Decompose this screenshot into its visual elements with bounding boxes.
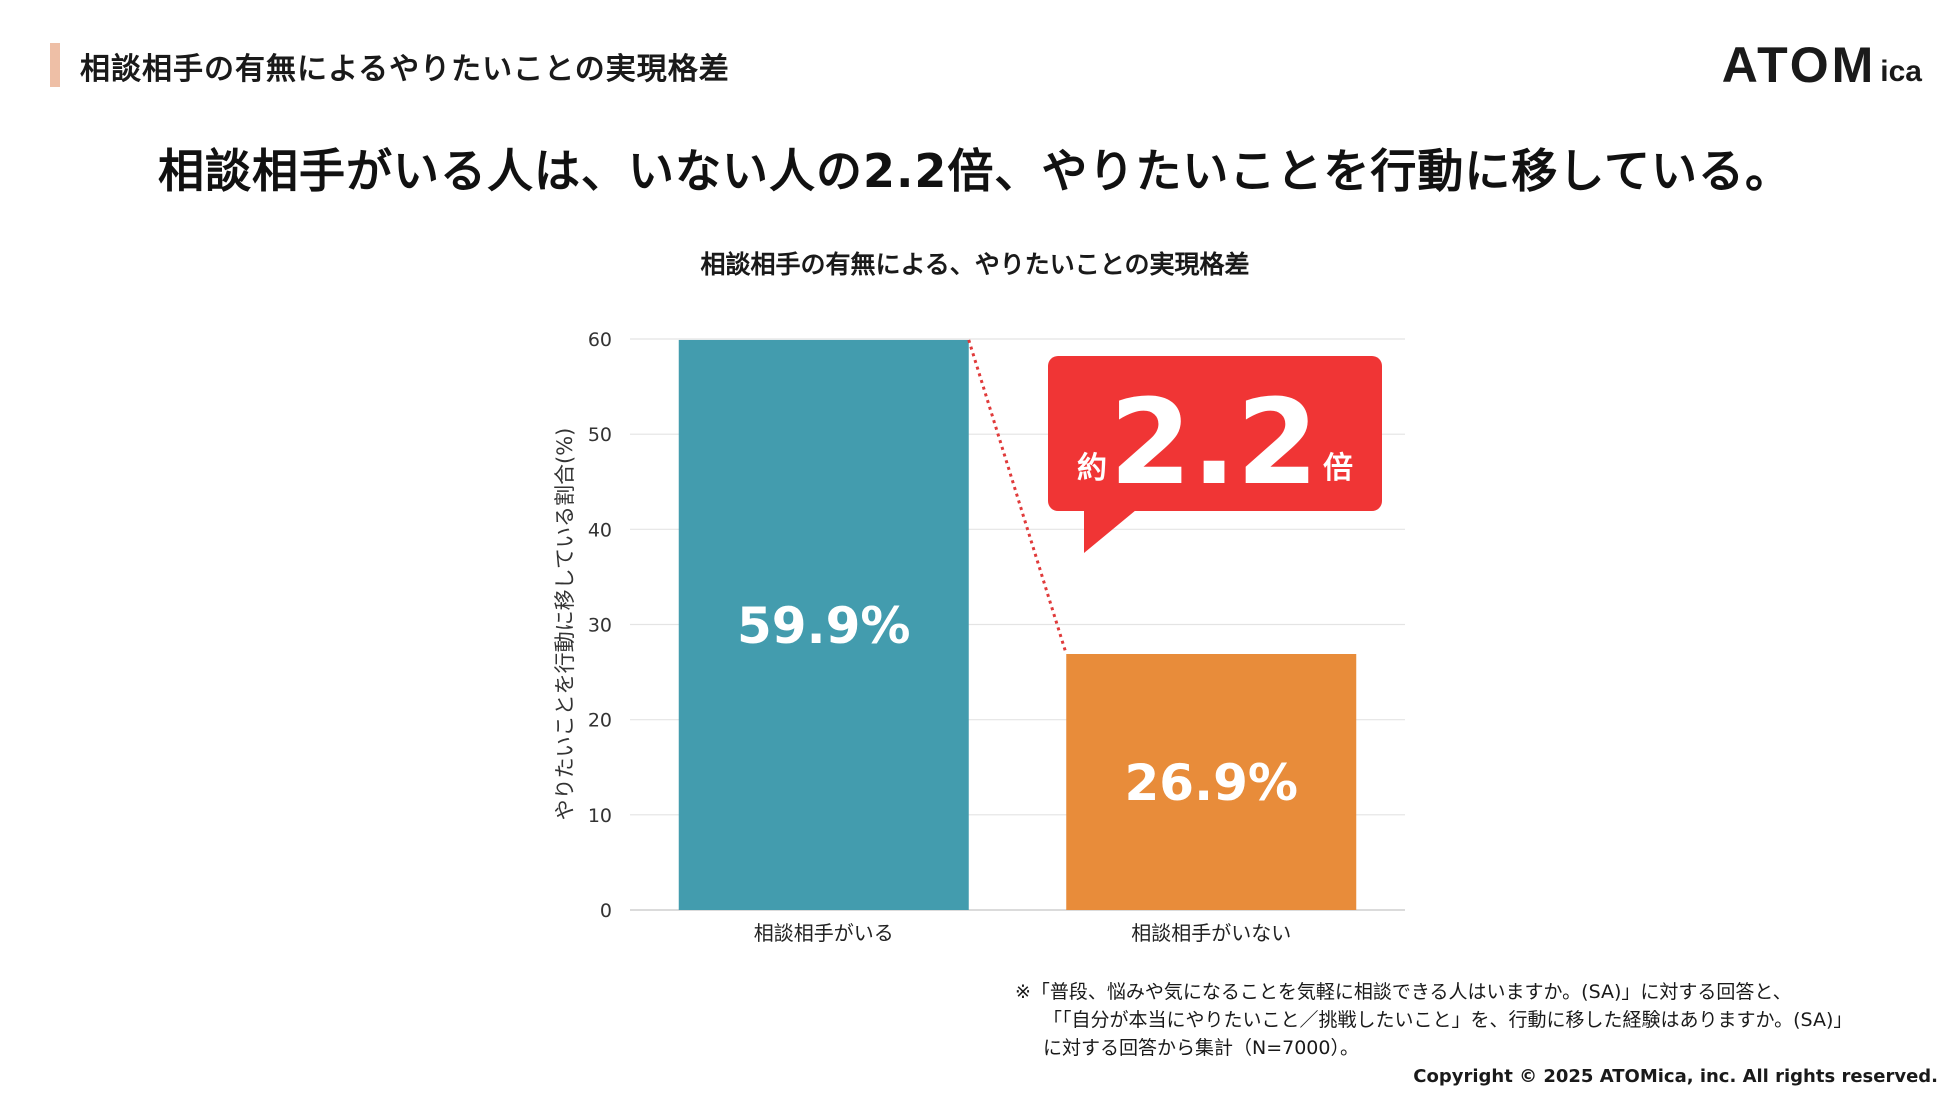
copyright: Copyright © 2025 ATOMica, inc. All right… [1413, 1066, 1938, 1087]
bar-data-label: 59.9% [737, 597, 910, 655]
bar [1066, 654, 1357, 910]
bar [678, 339, 969, 910]
callout-value: 2.2 [1109, 373, 1318, 511]
x-category-label: 相談相手がいる [754, 921, 894, 945]
y-tick-label: 50 [588, 424, 612, 446]
callout-prefix: 約 [1077, 451, 1107, 486]
y-axis-title: やりたいことを行動に移している割合(%) [553, 428, 577, 821]
atomica-logo: ATOM ica [1722, 40, 1922, 90]
connector-line [967, 339, 1068, 655]
footnote-line-2: 「「自分が本当にやりたいこと／挑戦したいこと」を、行動に移した経験はありますか。… [1043, 1009, 1853, 1031]
y-tick-label: 60 [588, 329, 612, 351]
header-accent-bar [50, 43, 60, 87]
callout-suffix: 倍 [1323, 451, 1353, 486]
bar-data-label: 26.9% [1125, 754, 1298, 812]
y-tick-label: 20 [588, 710, 612, 732]
y-tick-label: 30 [588, 615, 612, 637]
chart-title: 相談相手の有無による、やりたいことの実現格差 [700, 250, 1250, 279]
header-title: 相談相手の有無によるやりたいことの実現格差 [80, 52, 730, 87]
footnote-line-1: ※「普段、悩みや気になることを気軽に相談できる人はいますか。(SA)」に対する回… [1015, 981, 1792, 1003]
footnote-line-3: に対する回答から集計（N=7000）。 [1043, 1037, 1359, 1059]
footnote: ※「普段、悩みや気になることを気軽に相談できる人はいますか。(SA)」に対する回… [1015, 978, 1852, 1062]
callout-bubble [1048, 356, 1382, 511]
logo-sub-text: ica [1880, 55, 1922, 88]
y-tick-label: 40 [588, 519, 612, 541]
y-tick-label: 0 [600, 900, 612, 922]
headline: 相談相手がいる人は、いない人の2.2倍、やりたいことを行動に移している。 [157, 144, 1793, 198]
callout-tail [1084, 510, 1136, 553]
x-category-label: 相談相手がいない [1131, 921, 1291, 945]
y-tick-label: 10 [588, 805, 612, 827]
logo-main-text: ATOM [1721, 37, 1877, 93]
